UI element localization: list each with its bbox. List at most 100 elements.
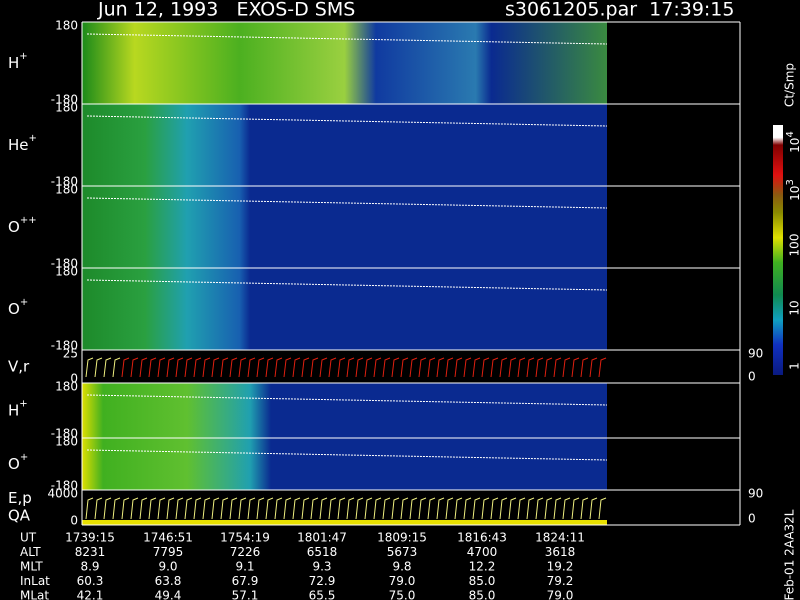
trace-line <box>86 449 608 461</box>
trace <box>499 497 508 520</box>
trace <box>382 357 391 378</box>
row-value: 49.4 <box>155 589 182 600</box>
trace <box>202 497 211 520</box>
trace <box>121 357 130 378</box>
trace <box>463 497 472 520</box>
trace <box>220 497 229 520</box>
trace <box>310 357 319 378</box>
trace <box>139 497 148 520</box>
colorbar-label: 1 <box>788 362 800 370</box>
panel-label-text: H <box>8 401 19 419</box>
trace <box>211 497 220 520</box>
row-label: ALT <box>20 545 41 559</box>
trace <box>166 357 175 378</box>
row-value: 9.1 <box>235 560 254 574</box>
trace <box>193 497 202 520</box>
trace <box>517 357 526 378</box>
trace <box>283 357 292 378</box>
trace <box>589 357 598 378</box>
trace <box>85 357 94 378</box>
panel-label: O++ <box>8 215 37 236</box>
trace <box>175 357 184 378</box>
trace <box>274 497 283 520</box>
trace <box>310 497 319 520</box>
row-value: 63.8 <box>155 574 182 588</box>
trace <box>346 357 355 378</box>
trace <box>130 357 139 378</box>
trace <box>94 497 103 520</box>
panel-label-sup: + <box>19 51 27 62</box>
trace-line <box>86 33 608 45</box>
trace <box>211 357 220 378</box>
trace <box>319 497 328 520</box>
row-value: 85.0 <box>469 574 496 588</box>
panel-label-text: O <box>8 455 20 473</box>
trace <box>472 497 481 520</box>
row-value: 4700 <box>467 545 498 559</box>
y-tick-label: 180 <box>55 101 78 115</box>
trace <box>400 357 409 378</box>
row-value: 3618 <box>545 545 576 559</box>
trace <box>454 497 463 520</box>
panel-label: H+ <box>8 399 28 420</box>
trace <box>256 357 265 378</box>
trace <box>193 357 202 378</box>
trace <box>328 497 337 520</box>
trace <box>544 357 553 378</box>
row-label: InLat <box>20 574 50 588</box>
trace <box>445 497 454 520</box>
panel-label-sup: ++ <box>20 215 37 226</box>
trace <box>589 497 598 520</box>
row-value: 7226 <box>230 545 261 559</box>
trace <box>508 497 517 520</box>
trace <box>301 357 310 378</box>
row-value: 79.0 <box>547 589 574 600</box>
panel-label: O+ <box>8 452 28 473</box>
trace <box>553 357 562 378</box>
trace <box>364 497 373 520</box>
panels: H+180-180He+180-180O++180-180O+180-180V,… <box>8 19 763 528</box>
trace <box>562 357 571 378</box>
trace <box>103 497 112 520</box>
footer: UT 1739:15 1746:51 1754:19 1801:47 1809:15 181… <box>20 531 585 600</box>
row-value: 67.9 <box>232 574 259 588</box>
trace <box>490 357 499 378</box>
row-value: 42.1 <box>77 589 104 600</box>
row-value: 6518 <box>307 545 338 559</box>
y-tick-label: 0 <box>70 514 78 528</box>
panel-label-text: O <box>8 218 20 236</box>
trace <box>481 497 490 520</box>
trace <box>238 357 247 378</box>
trace <box>454 357 463 378</box>
row-value: 65.5 <box>309 589 336 600</box>
panel-label: V,r <box>8 357 30 375</box>
trace <box>598 497 607 520</box>
colorbar-exp: 4 <box>785 131 796 137</box>
trace <box>346 497 355 520</box>
trace <box>445 357 454 378</box>
spectrogram <box>82 438 607 490</box>
trace <box>157 497 166 520</box>
panel-label-text: O <box>8 300 20 318</box>
trace <box>481 357 490 378</box>
trace <box>94 357 103 378</box>
trace <box>112 357 121 378</box>
trace <box>292 357 301 378</box>
y-tick-label: 180 <box>55 435 78 449</box>
trace <box>256 497 265 520</box>
row-value: 79.2 <box>547 574 574 588</box>
spectrogram <box>82 383 607 438</box>
trace <box>184 497 193 520</box>
trace <box>319 357 328 378</box>
trace <box>391 497 400 520</box>
trace <box>328 357 337 378</box>
row-value: 19.2 <box>547 560 574 574</box>
trace <box>355 497 364 520</box>
panel-label: E,p <box>8 489 32 507</box>
trace <box>571 357 580 378</box>
panel-label-sup: + <box>19 399 27 410</box>
trace <box>391 357 400 378</box>
trace <box>121 497 130 520</box>
colorbar-base: 10 <box>788 138 800 153</box>
